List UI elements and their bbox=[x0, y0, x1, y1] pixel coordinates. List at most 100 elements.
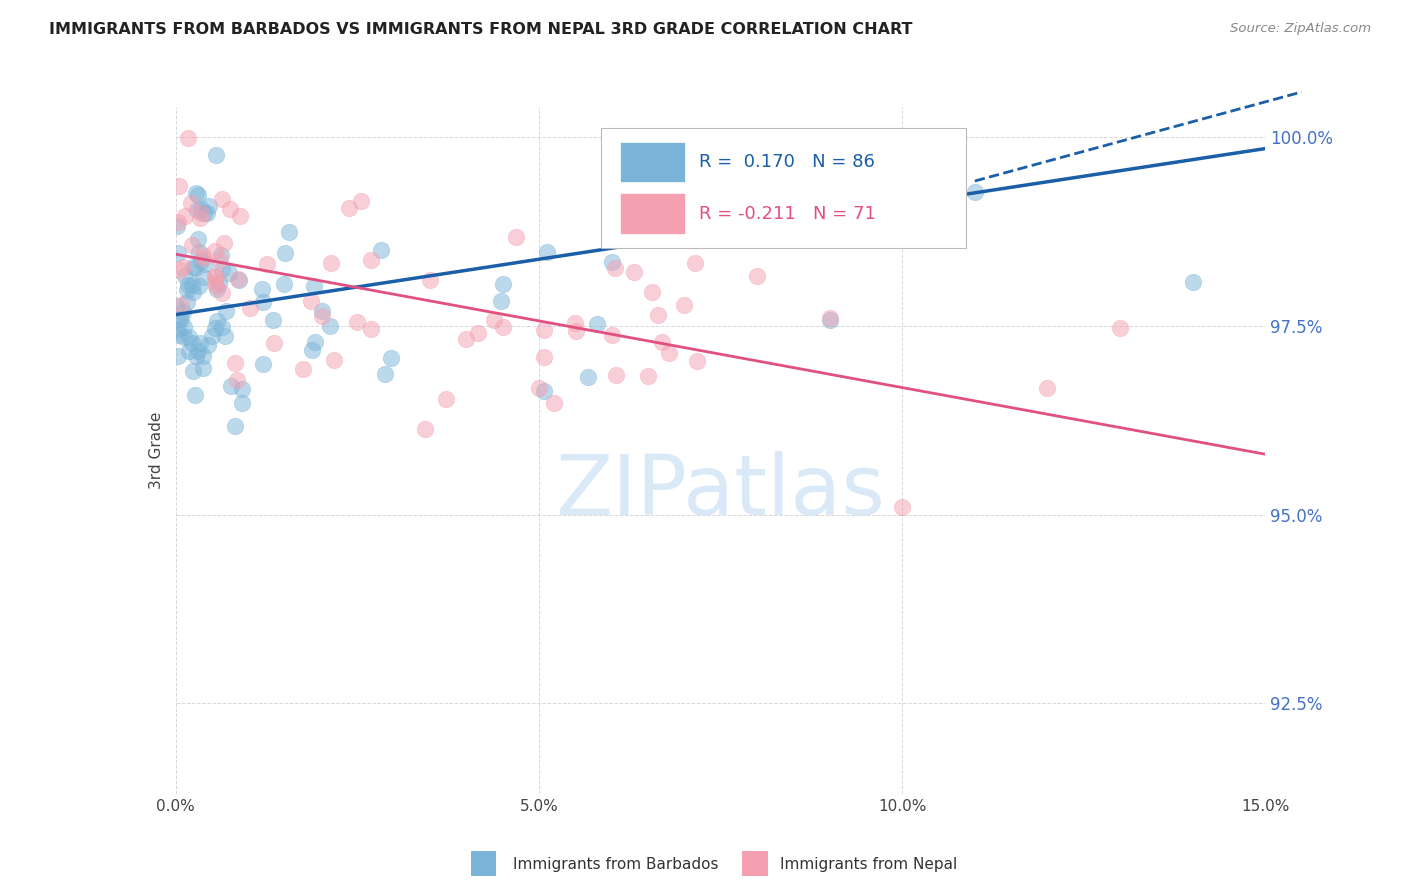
Point bbox=[167, 327, 190, 342]
Point bbox=[190, 202, 212, 216]
Point bbox=[181, 278, 204, 293]
Point bbox=[181, 260, 204, 275]
Point bbox=[225, 373, 247, 387]
Point bbox=[239, 301, 262, 315]
Point bbox=[190, 205, 212, 219]
Point bbox=[710, 178, 733, 192]
Point bbox=[219, 202, 242, 216]
Point bbox=[174, 268, 197, 283]
Point bbox=[198, 199, 221, 213]
Point bbox=[683, 255, 706, 269]
Point bbox=[204, 244, 226, 259]
Point bbox=[208, 277, 231, 291]
Point bbox=[166, 349, 188, 363]
Text: Immigrants from Nepal: Immigrants from Nepal bbox=[780, 857, 957, 872]
Point bbox=[651, 334, 673, 349]
Point bbox=[323, 353, 346, 368]
Point bbox=[301, 343, 323, 357]
Point bbox=[252, 357, 274, 371]
Point bbox=[195, 206, 218, 220]
Point bbox=[191, 349, 214, 363]
Point bbox=[214, 329, 236, 343]
Point bbox=[311, 304, 333, 318]
Point bbox=[818, 311, 841, 326]
Point bbox=[605, 368, 627, 382]
Point bbox=[623, 265, 645, 279]
Point bbox=[686, 354, 709, 368]
Text: Source: ZipAtlas.com: Source: ZipAtlas.com bbox=[1230, 22, 1371, 36]
Point bbox=[1036, 381, 1059, 395]
Point bbox=[204, 269, 226, 284]
Point bbox=[172, 260, 194, 275]
Point bbox=[543, 396, 565, 410]
Point bbox=[211, 192, 233, 206]
Point bbox=[167, 246, 190, 260]
Point bbox=[207, 282, 229, 296]
Point bbox=[360, 253, 382, 268]
Point bbox=[173, 319, 195, 334]
Point bbox=[209, 248, 232, 262]
Point bbox=[173, 209, 195, 223]
Point bbox=[187, 245, 209, 260]
Point bbox=[891, 500, 914, 514]
Point bbox=[304, 279, 326, 293]
Point bbox=[637, 368, 659, 383]
Point bbox=[193, 248, 215, 262]
Point bbox=[273, 245, 295, 260]
Point bbox=[536, 245, 558, 260]
Point bbox=[191, 361, 214, 376]
Point bbox=[321, 256, 343, 270]
Point bbox=[211, 285, 233, 300]
Point bbox=[250, 282, 273, 296]
Point bbox=[273, 277, 295, 291]
Point bbox=[224, 419, 246, 434]
Point bbox=[218, 267, 240, 281]
Point bbox=[370, 243, 392, 257]
Point bbox=[277, 225, 299, 239]
Point bbox=[176, 295, 198, 310]
Point bbox=[205, 270, 228, 285]
Point bbox=[228, 272, 250, 286]
Point bbox=[204, 275, 226, 289]
Point bbox=[167, 321, 190, 335]
Point bbox=[179, 330, 201, 344]
Point bbox=[191, 251, 214, 265]
Point bbox=[527, 381, 550, 395]
Y-axis label: 3rd Grade: 3rd Grade bbox=[149, 412, 165, 489]
Point bbox=[346, 315, 368, 329]
Point bbox=[179, 344, 201, 359]
Point bbox=[600, 328, 623, 343]
Point bbox=[180, 336, 202, 351]
Point bbox=[187, 232, 209, 246]
Point bbox=[231, 382, 253, 396]
Text: R = -0.211   N = 71: R = -0.211 N = 71 bbox=[699, 204, 876, 222]
Point bbox=[226, 272, 249, 286]
Point bbox=[360, 322, 382, 336]
Point bbox=[191, 270, 214, 285]
FancyBboxPatch shape bbox=[620, 142, 685, 182]
Point bbox=[215, 303, 238, 318]
Point bbox=[184, 186, 207, 200]
Point bbox=[194, 257, 217, 271]
Point bbox=[492, 277, 515, 292]
Point bbox=[184, 388, 207, 402]
Point bbox=[187, 187, 209, 202]
Point bbox=[252, 295, 274, 310]
Point bbox=[585, 317, 607, 331]
Point bbox=[533, 350, 555, 364]
Text: Immigrants from Barbados: Immigrants from Barbados bbox=[513, 857, 718, 872]
Point bbox=[256, 257, 278, 271]
Point bbox=[169, 263, 191, 277]
Point bbox=[489, 294, 512, 309]
Point bbox=[181, 364, 204, 378]
Point bbox=[605, 261, 627, 276]
Point bbox=[565, 324, 588, 338]
Point bbox=[641, 285, 664, 300]
Point bbox=[177, 277, 200, 292]
Point bbox=[173, 329, 195, 343]
Point bbox=[211, 319, 233, 334]
Point bbox=[456, 332, 478, 346]
FancyBboxPatch shape bbox=[600, 128, 966, 248]
Point bbox=[167, 178, 190, 193]
Point bbox=[492, 319, 515, 334]
